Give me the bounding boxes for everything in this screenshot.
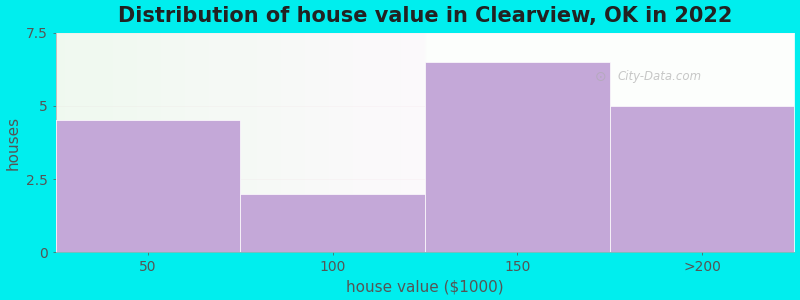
Text: City-Data.com: City-Data.com [617,70,702,83]
Bar [610,106,794,252]
Bar [610,106,794,252]
Bar [56,121,240,252]
Bar [240,194,425,252]
X-axis label: house value ($1000): house value ($1000) [346,279,504,294]
Bar [425,62,610,252]
Bar [240,194,425,252]
Bar [56,121,240,252]
Title: Distribution of house value in Clearview, OK in 2022: Distribution of house value in Clearview… [118,6,732,26]
Bar [425,62,610,252]
Text: ⊙: ⊙ [595,70,606,84]
Y-axis label: houses: houses [6,116,21,169]
